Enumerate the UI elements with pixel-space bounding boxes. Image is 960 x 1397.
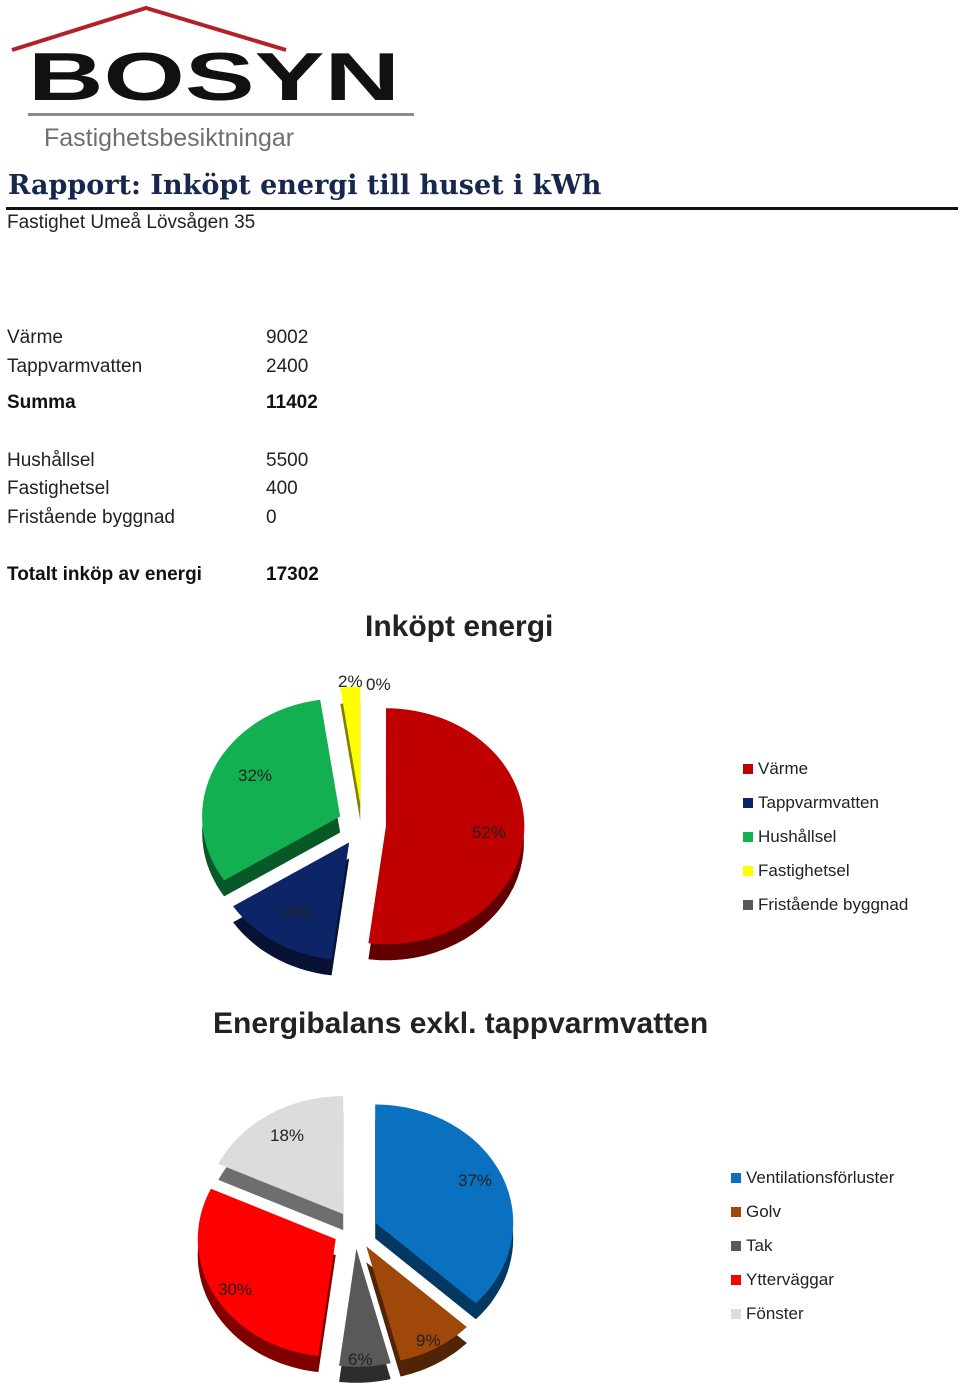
chart1-pie: 52% 14% 32% 2% 0% [202, 672, 525, 976]
legend-swatch [743, 866, 753, 876]
table-row-fastighetsel: Fastighetsel 400 [7, 478, 407, 506]
data-label-varme: 52% [472, 823, 506, 842]
chart2-legend: Ventilationsförluster Golv Tak Ytterväggar F… [731, 1168, 951, 1348]
data-label-fastighetsel: 2% [338, 672, 363, 691]
slice-golv [366, 1246, 467, 1361]
property-name: Fastighet Umeå Lövsågen 35 [7, 212, 256, 233]
bosyn-logo: BOSYN Fastighetsbesiktningar [11, 5, 414, 152]
slice-fastighetsel [340, 686, 361, 805]
slice-varme [368, 708, 525, 945]
legend-swatch [743, 900, 753, 910]
table-row-fristaende-byggnad: Fristående byggnad 0 [7, 507, 407, 535]
legend-label: Golv [746, 1202, 781, 1221]
legend-label: Ventilationsförluster [746, 1168, 895, 1187]
data-label-yttervaggar: 30% [218, 1280, 252, 1299]
legend-swatch [743, 832, 753, 842]
legend-label: Fristående byggnad [758, 895, 909, 914]
legend-swatch [731, 1275, 741, 1285]
legend-swatch [731, 1173, 741, 1183]
data-label-ventilationsforluster: 37% [458, 1171, 492, 1190]
table-row-summa: Summa 11402 [7, 392, 407, 420]
slice-yttervaggar [197, 1188, 336, 1357]
row-label: Fristående byggnad [7, 507, 175, 528]
table-row-tappvarmvatten: Tappvarmvatten 2400 [7, 356, 407, 384]
logo-roof [11, 5, 287, 52]
table-row-totalt: Totalt inköp av energi 17302 [7, 564, 407, 592]
legend-label: Värme [758, 759, 809, 778]
row-label: Hushållsel [7, 450, 95, 471]
row-label: Totalt inköp av energi [7, 564, 202, 585]
legend-swatch [743, 764, 753, 774]
row-value: 5500 [266, 450, 309, 471]
row-label: Värme [7, 327, 63, 348]
legend-label: Ytterväggar [746, 1270, 834, 1289]
slice-tak [339, 1248, 391, 1367]
chart2-pie: 37% 9% 6% 30% 18% [197, 1096, 514, 1383]
data-label-fonster: 18% [270, 1126, 304, 1145]
slice-tappvarmvatten [233, 842, 350, 960]
row-label: Tappvarmvatten [7, 356, 143, 377]
legend-label: Tappvarmvatten [758, 793, 879, 812]
title-rule [6, 207, 958, 210]
row-value: 11402 [266, 392, 318, 413]
data-label-tak: 6% [348, 1350, 373, 1369]
slice-fonster [218, 1096, 344, 1215]
row-value: 400 [266, 478, 298, 499]
slice-ventilationsforluster [375, 1104, 514, 1304]
logo-underline [28, 113, 414, 116]
chart1-legend: Värme Tappvarmvatten Hushållsel Fastighetse… [743, 759, 953, 939]
legend-swatch [731, 1207, 741, 1217]
legend-label: Fönster [746, 1304, 804, 1323]
row-value: 17302 [266, 564, 319, 585]
logo-tagline: Fastighetsbesiktningar [44, 124, 294, 152]
data-label-golv: 9% [416, 1331, 441, 1350]
row-label: Fastighetsel [7, 478, 110, 499]
legend-label: Fastighetsel [758, 861, 850, 880]
table-row-varme: Värme 9002 [7, 327, 407, 355]
data-label-tappvarmvatten: 14% [278, 903, 312, 922]
table-row-hushallsel: Hushållsel 5500 [7, 450, 407, 478]
chart1-title: Inköpt energi [365, 610, 554, 643]
legend-swatch [731, 1309, 741, 1319]
data-label-fristaende-byggnad: 0% [366, 675, 391, 694]
data-label-hushallsel: 32% [238, 766, 272, 785]
logo-wordmark: BOSYN [28, 39, 400, 115]
slice-hushallsel [202, 699, 341, 881]
row-value: 9002 [266, 327, 309, 348]
row-value: 2400 [266, 356, 309, 377]
legend-swatch [731, 1241, 741, 1251]
legend-swatch [743, 798, 753, 808]
row-value: 0 [266, 507, 277, 528]
legend-label: Hushållsel [758, 827, 837, 846]
legend-label: Tak [746, 1236, 773, 1255]
chart2-title: Energibalans exkl. tappvarmvatten [213, 1007, 709, 1040]
row-label: Summa [7, 392, 76, 413]
report-title: Rapport: Inköpt energi till huset i kWh [8, 170, 602, 201]
